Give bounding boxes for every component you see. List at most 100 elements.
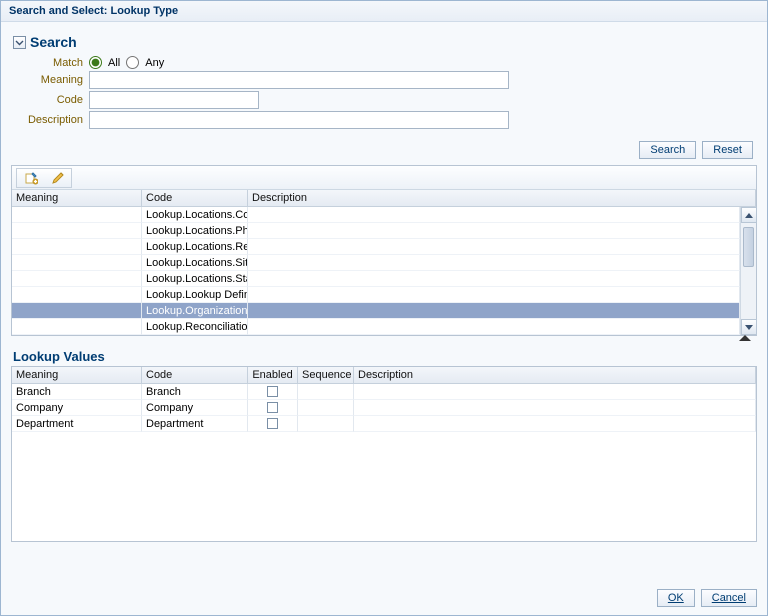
cell-meaning: Department (12, 416, 142, 432)
search-collapse-icon[interactable] (13, 36, 26, 49)
match-all-radio[interactable] (89, 56, 102, 69)
cell-sequence (298, 384, 354, 400)
scroll-thumb[interactable] (743, 227, 754, 267)
cell-description (248, 255, 740, 271)
lv-th-description[interactable]: Description (354, 367, 756, 384)
enabled-checkbox[interactable] (267, 418, 278, 429)
enabled-checkbox[interactable] (267, 402, 278, 413)
cell-sequence (298, 416, 354, 432)
description-input[interactable] (89, 111, 509, 129)
meaning-input[interactable] (89, 71, 509, 89)
match-any-radio[interactable] (126, 56, 139, 69)
lookup-dialog: Search and Select: Lookup Type Search Ma… (0, 0, 768, 616)
scroll-up-icon[interactable] (741, 207, 757, 223)
dialog-footer: OK Cancel (1, 579, 767, 615)
results-th-meaning[interactable]: Meaning (12, 190, 142, 207)
scroll-down-icon[interactable] (741, 319, 757, 335)
cell-description (354, 416, 756, 432)
lv-header-row: Meaning Code Enabled Sequence Descriptio… (12, 367, 756, 384)
cell-meaning (12, 271, 142, 287)
description-row: Description (11, 111, 757, 129)
code-input[interactable] (89, 91, 259, 109)
cell-description (248, 319, 740, 335)
match-row: Match All Any (11, 56, 757, 69)
table-row[interactable]: CompanyCompany (12, 400, 756, 416)
match-all-label: All (108, 57, 120, 69)
enabled-checkbox[interactable] (267, 386, 278, 397)
cell-code: Branch (142, 384, 248, 400)
results-resize-grip[interactable] (11, 335, 757, 341)
table-row[interactable]: Lookup.Reconciliation (12, 319, 740, 335)
results-th-description[interactable]: Description (248, 190, 756, 207)
cell-meaning (12, 223, 142, 239)
cell-code: Lookup.Locations.Cou (142, 207, 248, 223)
cell-description (248, 223, 740, 239)
cell-code: Lookup.Reconciliation (142, 319, 248, 335)
table-row[interactable]: Lookup.Locations.Cou (12, 207, 740, 223)
results-scrollbox: Lookup.Locations.CouLookup.Locations.Pho… (12, 207, 756, 335)
lv-body: BranchBranchCompanyCompanyDepartmentDepa… (12, 384, 756, 432)
create-icon[interactable] (24, 171, 38, 185)
results-body: Lookup.Locations.CouLookup.Locations.Pho… (12, 207, 740, 335)
code-label: Code (11, 94, 89, 106)
lookup-values-table: Meaning Code Enabled Sequence Descriptio… (11, 366, 757, 542)
cancel-label: Cancel (712, 592, 746, 604)
match-label: Match (11, 57, 89, 69)
cell-description (354, 400, 756, 416)
match-any-label: Any (145, 57, 164, 69)
lv-th-sequence[interactable]: Sequence (298, 367, 354, 384)
cell-code: Lookup.Organization. (142, 303, 248, 319)
match-radios: All Any (89, 56, 164, 69)
cell-code: Lookup.Locations.Pho (142, 223, 248, 239)
cell-enabled (248, 400, 298, 416)
cancel-button[interactable]: Cancel (701, 589, 757, 607)
code-row: Code (11, 91, 757, 109)
cell-meaning (12, 239, 142, 255)
cell-description (248, 303, 740, 319)
cell-meaning (12, 303, 142, 319)
cell-meaning: Company (12, 400, 142, 416)
reset-button[interactable]: Reset (702, 141, 753, 159)
ok-button[interactable]: OK (657, 589, 695, 607)
lv-th-meaning[interactable]: Meaning (12, 367, 142, 384)
results-table: Meaning Code Description Lookup.Location… (11, 165, 757, 336)
meaning-label: Meaning (11, 74, 89, 86)
table-row[interactable]: DepartmentDepartment (12, 416, 756, 432)
results-toolbar (12, 166, 756, 190)
edit-icon[interactable] (51, 171, 65, 185)
search-button[interactable]: Search (639, 141, 696, 159)
table-row[interactable]: Lookup.Organization. (12, 303, 740, 319)
search-section-label: Search (30, 34, 77, 50)
cell-description (248, 207, 740, 223)
cell-description (248, 271, 740, 287)
table-row[interactable]: Lookup.Lookup Defini (12, 287, 740, 303)
meaning-row: Meaning (11, 71, 757, 89)
cell-code: Company (142, 400, 248, 416)
results-header-row: Meaning Code Description (12, 190, 756, 207)
table-row[interactable]: Lookup.Locations.Sta (12, 271, 740, 287)
results-th-code[interactable]: Code (142, 190, 248, 207)
search-buttons: Search Reset (11, 137, 757, 165)
table-row[interactable]: Lookup.Locations.Site (12, 255, 740, 271)
cell-code: Lookup.Lookup Defini (142, 287, 248, 303)
lookup-values-title: Lookup Values (13, 349, 755, 364)
lv-th-code[interactable]: Code (142, 367, 248, 384)
dialog-title: Search and Select: Lookup Type (1, 1, 767, 22)
description-label: Description (11, 114, 89, 126)
table-row[interactable]: BranchBranch (12, 384, 756, 400)
cell-description (248, 239, 740, 255)
results-scrollbar[interactable] (740, 207, 756, 335)
cell-description (354, 384, 756, 400)
cell-meaning (12, 255, 142, 271)
cell-enabled (248, 384, 298, 400)
cell-meaning: Branch (12, 384, 142, 400)
table-row[interactable]: Lookup.Locations.Pho (12, 223, 740, 239)
search-form: Match All Any Meaning Code Description (11, 54, 757, 131)
dialog-content: Search Match All Any Meaning Code (1, 22, 767, 579)
table-row[interactable]: Lookup.Locations.Reg (12, 239, 740, 255)
cell-code: Lookup.Locations.Sta (142, 271, 248, 287)
cell-meaning (12, 287, 142, 303)
cell-code: Department (142, 416, 248, 432)
lv-th-enabled[interactable]: Enabled (248, 367, 298, 384)
ok-label: OK (668, 592, 684, 604)
